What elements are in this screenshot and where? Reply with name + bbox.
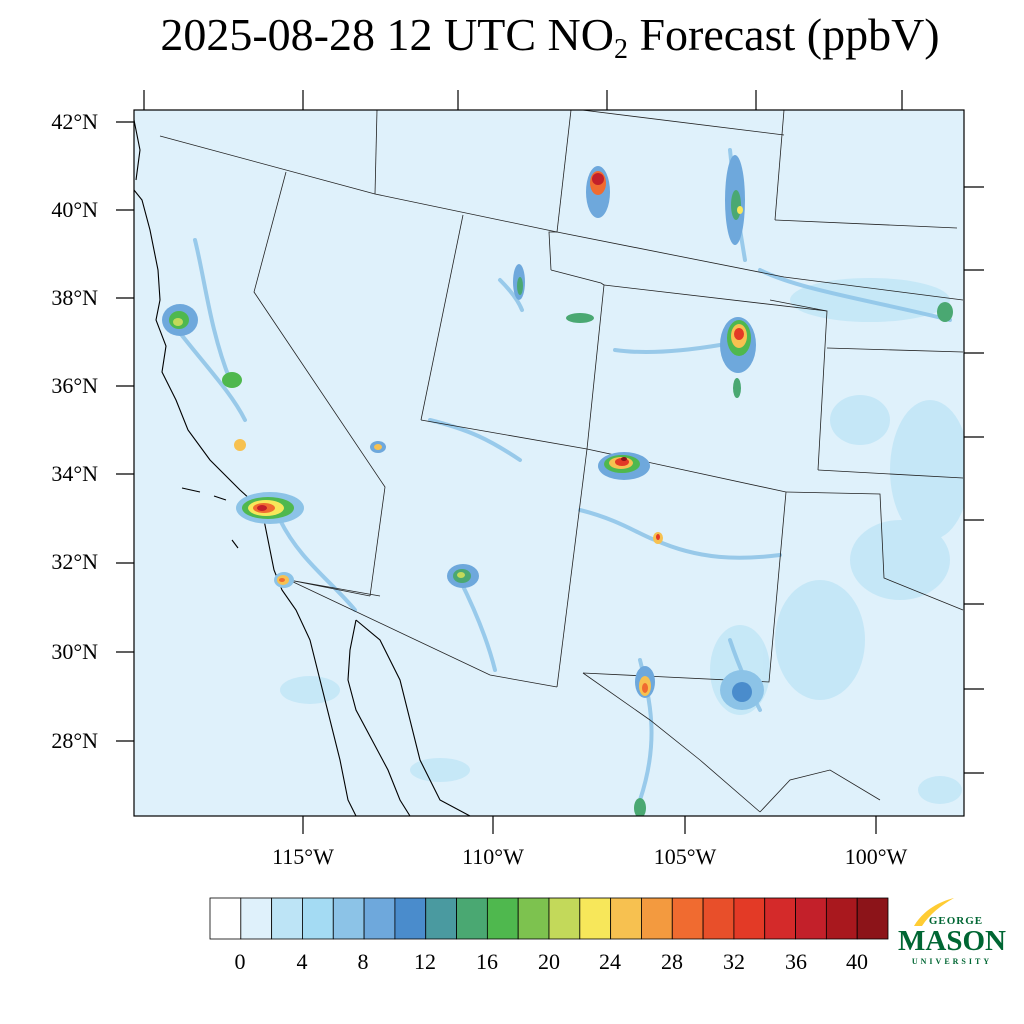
colorbar-swatch [209,897,242,940]
colorbar-tick-label: 4 [297,949,308,974]
george-mason-logo: GEORGE MASON UNIVERSITY [898,898,1006,966]
coastlines [134,119,471,816]
colorbar-tick-label: 32 [723,949,745,974]
hotspot-phoenix [447,564,479,588]
hotspot-el-paso [635,666,655,698]
logo-line-george: GEORGE [929,915,983,927]
hotspot-las-vegas [370,441,386,453]
hotspot-kansas [937,302,953,322]
lat-label: 42°N [51,109,98,134]
colorbar-tick-label: 20 [538,949,560,974]
colorbar-swatch [764,897,796,940]
colorbar-tick-label: 0 [235,949,246,974]
hotspot-denver [720,317,756,398]
colorbar-swatch [579,897,612,940]
logo-swoosh [914,898,954,926]
hotspot-grand-junction [566,313,594,323]
colorbar-swatch [394,897,427,940]
hotspot-tijuana [274,572,294,588]
hotspot-albuquerque [598,452,650,480]
hotspot-roswell [653,532,663,544]
colorbar-swatch [795,897,827,940]
title-main: 2025-08-28 12 UTC NO [160,9,614,60]
map-background [134,110,964,816]
colorbar-labels: 0 4 8 12 16 20 24 28 32 36 40 [235,949,869,974]
colorbar-swatch [610,897,642,940]
hotspot-los-angeles [236,492,304,524]
colorbar-swatch [456,897,488,940]
lon-label: 115°W [272,844,334,869]
hotspot-salt-lake [513,264,525,300]
lon-label: 110°W [462,844,524,869]
title-suffix: Forecast (ppbV) [627,9,940,60]
map-frame [133,109,965,817]
hotspot-central-valley [222,372,246,451]
hotspot-permian [720,670,764,710]
colorbar-swatch [425,897,457,940]
colorbar [209,897,889,940]
axis-ticks [116,90,984,834]
lat-label: 30°N [51,639,98,664]
hotspot-wyoming-plant [586,166,610,218]
colorbar-swatch [825,897,858,940]
hotspot-chihuahua [634,798,646,816]
colorbar-swatch [733,897,766,940]
colorbar-swatch [363,897,396,940]
colorbar-swatch [641,897,673,940]
colorbar-swatch [302,897,334,940]
colorbar-swatch [517,897,550,940]
colorbar-tick-label: 40 [846,949,868,974]
no2-hotspots [162,155,953,816]
lat-label: 32°N [51,549,98,574]
logo-line-mason: MASON [898,925,1006,957]
lat-label: 40°N [51,197,98,222]
hotspot-ne-wyoming [725,155,745,245]
colorbar-swatch [486,897,519,940]
lat-label: 36°N [51,373,98,398]
colorbar-tick-label: 36 [785,949,807,974]
colorbar-tick-label: 8 [358,949,369,974]
colorbar-swatch [240,897,273,940]
logo-line-university: UNIVERSITY [912,957,992,966]
lat-label: 38°N [51,285,98,310]
colorbar-swatch [671,897,704,940]
colorbar-swatch [548,897,581,940]
lon-label: 105°W [654,844,717,869]
lon-label: 100°W [845,844,908,869]
lat-label: 28°N [51,728,98,753]
hotspot-sf-bay [162,304,198,336]
colorbar-tick-label: 24 [599,949,621,974]
colorbar-tick-label: 16 [476,949,498,974]
title-subscript: 2 [613,34,628,65]
latitude-labels: 42°N 40°N 38°N 36°N 34°N 32°N 30°N 28°N [51,109,98,753]
lat-label: 34°N [51,461,98,486]
colorbar-tick-label: 12 [414,949,436,974]
figure-title: 2025-08-28 12 UTC NO2 Forecast (ppbV) [0,8,1024,66]
colorbar-swatch [271,897,303,940]
map-content [134,110,964,816]
colorbar-swatch [702,897,735,940]
colorbar-swatch [332,897,365,940]
colorbar-tick-label: 28 [661,949,683,974]
longitude-labels: 115°W 110°W 105°W 100°W [272,844,907,869]
colorbar-swatch [856,897,889,940]
